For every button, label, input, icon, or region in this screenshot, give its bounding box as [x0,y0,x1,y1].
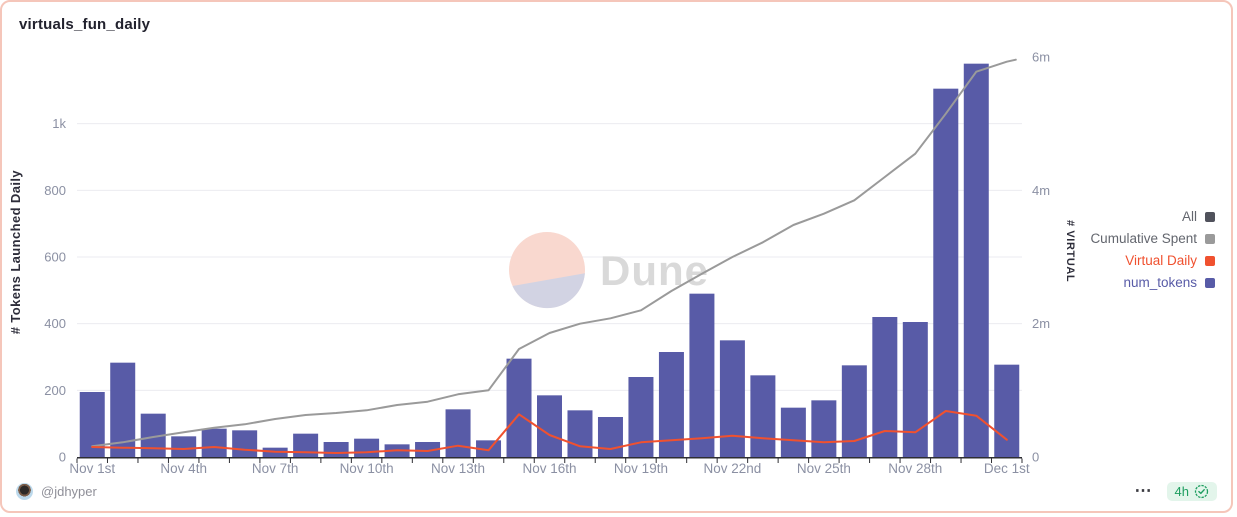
svg-text:2m: 2m [1032,316,1050,331]
refresh-age-badge[interactable]: 4h [1166,481,1217,501]
svg-text:Nov 22nd: Nov 22nd [704,461,762,476]
legend-item-num-tokens[interactable]: num_tokens [1123,276,1215,290]
chart-footer: @jdhyper ⋯ 4h [2,475,1231,511]
chart-title: virtuals_fun_daily [19,16,151,33]
svg-text:400: 400 [44,316,66,331]
svg-text:Dune: Dune [600,247,709,294]
legend-swatch-virtual-daily-icon [1205,256,1215,266]
legend-label: num_tokens [1123,275,1197,290]
legend-swatch-all-icon [1205,212,1215,222]
dune-watermark: Dune [509,232,709,309]
svg-text:Nov 10th: Nov 10th [340,461,394,476]
svg-text:0: 0 [59,450,66,465]
author-username[interactable]: @jdhyper [41,483,97,499]
left-axis-title: # Tokens Launched Daily [8,170,23,335]
avatar[interactable] [16,482,33,500]
chart-legend: All Cumulative Spent Virtual Daily num_t… [1090,210,1215,290]
legend-label: Virtual Daily [1125,253,1197,268]
legend-swatch-num-tokens-icon [1205,278,1215,288]
legend-label: All [1181,209,1197,224]
svg-text:1k: 1k [52,116,66,131]
svg-text:4m: 4m [1032,183,1050,198]
legend-label: Cumulative Spent [1090,231,1197,246]
legend-item-cumulative-spent[interactable]: Cumulative Spent [1090,232,1215,246]
svg-text:600: 600 [44,250,66,265]
svg-text:800: 800 [44,183,66,198]
legend-swatch-cumulative-icon [1205,234,1215,244]
svg-text:Nov 1st: Nov 1st [69,461,115,476]
line-cumulative-spent [91,58,1017,448]
line-virtual-daily [91,410,1008,454]
svg-text:Nov 4th: Nov 4th [160,461,207,476]
verified-check-icon [1194,484,1209,498]
svg-text:Nov 16th: Nov 16th [522,461,576,476]
svg-text:Nov 19th: Nov 19th [614,461,668,476]
svg-text:200: 200 [44,383,66,398]
axis-tick-labels: 0 200 400 600 800 1k 0 2m 4m 6m Nov 1st Nov 4th Nov … [44,50,1050,477]
svg-text:0: 0 [1032,450,1039,465]
svg-text:Nov 7th: Nov 7th [252,461,299,476]
legend-item-virtual-daily[interactable]: Virtual Daily [1125,254,1215,268]
svg-text:Nov 28th: Nov 28th [888,461,942,476]
svg-text:Dec 1st: Dec 1st [984,461,1030,476]
more-options-button[interactable]: ⋯ [1134,481,1153,500]
refresh-age-label: 4h [1174,483,1189,499]
svg-text:6m: 6m [1032,50,1050,65]
right-axis-title: # VIRTUAL [1064,220,1076,283]
svg-text:Nov 25th: Nov 25th [797,461,851,476]
legend-item-all[interactable]: All [1182,210,1215,224]
svg-text:Nov 13th: Nov 13th [431,461,485,476]
x-axis [76,457,1023,463]
